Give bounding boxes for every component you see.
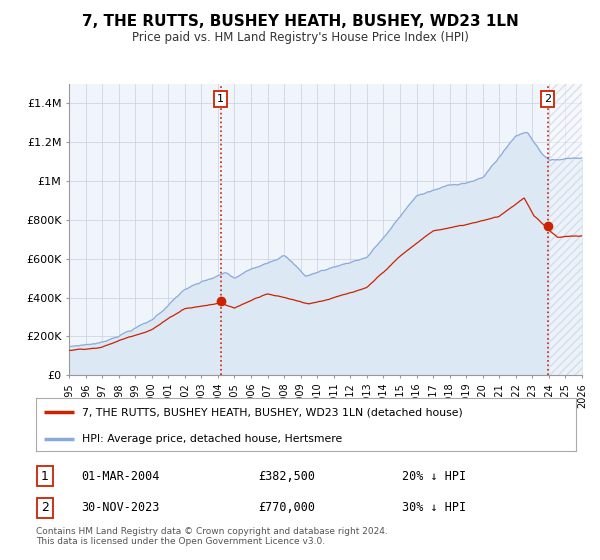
Text: 1: 1 [41, 469, 49, 483]
Text: HPI: Average price, detached house, Hertsmere: HPI: Average price, detached house, Hert… [82, 434, 342, 444]
Text: 2: 2 [544, 94, 551, 104]
Text: 20% ↓ HPI: 20% ↓ HPI [402, 469, 466, 483]
Text: 01-MAR-2004: 01-MAR-2004 [81, 469, 160, 483]
Text: Price paid vs. HM Land Registry's House Price Index (HPI): Price paid vs. HM Land Registry's House … [131, 31, 469, 44]
Text: 1: 1 [217, 94, 224, 104]
Text: £770,000: £770,000 [258, 501, 315, 515]
Text: £382,500: £382,500 [258, 469, 315, 483]
Text: Contains HM Land Registry data © Crown copyright and database right 2024.
This d: Contains HM Land Registry data © Crown c… [36, 526, 388, 546]
Text: 7, THE RUTTS, BUSHEY HEATH, BUSHEY, WD23 1LN (detached house): 7, THE RUTTS, BUSHEY HEATH, BUSHEY, WD23… [82, 408, 463, 418]
Text: 2: 2 [41, 501, 49, 515]
Text: 7, THE RUTTS, BUSHEY HEATH, BUSHEY, WD23 1LN: 7, THE RUTTS, BUSHEY HEATH, BUSHEY, WD23… [82, 14, 518, 29]
Text: 30% ↓ HPI: 30% ↓ HPI [402, 501, 466, 515]
Text: 30-NOV-2023: 30-NOV-2023 [81, 501, 160, 515]
